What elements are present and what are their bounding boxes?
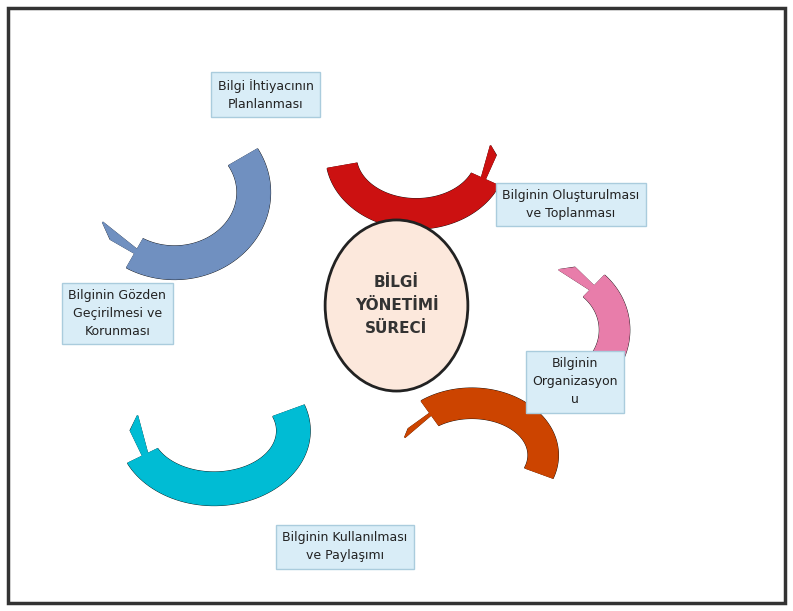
Text: Bilginin Kullanılması
ve Paylaşımı: Bilginin Kullanılması ve Paylaşımı	[282, 532, 408, 562]
Polygon shape	[559, 268, 613, 304]
Polygon shape	[102, 222, 159, 268]
Text: Bilginin
Organizasyon
u: Bilginin Organizasyon u	[532, 357, 618, 406]
Polygon shape	[328, 163, 499, 229]
Ellipse shape	[325, 220, 468, 391]
Polygon shape	[102, 222, 159, 268]
Polygon shape	[127, 149, 270, 279]
Polygon shape	[130, 415, 155, 481]
Polygon shape	[127, 149, 270, 279]
Text: Bilginin Gözden
Geçirilmesi ve
Korunması: Bilginin Gözden Geçirilmesi ve Korunması	[68, 289, 167, 338]
Polygon shape	[404, 397, 452, 437]
Text: BİLGİ
YÖNETİMİ
SÜRECİ: BİLGİ YÖNETİMİ SÜRECİ	[354, 274, 439, 337]
Polygon shape	[128, 405, 310, 505]
Polygon shape	[328, 163, 499, 229]
Text: Bilginin Oluşturulması
ve Toplanması: Bilginin Oluşturulması ve Toplanması	[502, 189, 640, 220]
Polygon shape	[533, 276, 630, 406]
Polygon shape	[474, 146, 496, 203]
Polygon shape	[559, 268, 614, 305]
Polygon shape	[533, 276, 630, 406]
Polygon shape	[421, 388, 558, 478]
Polygon shape	[421, 389, 558, 478]
Polygon shape	[474, 146, 496, 204]
Polygon shape	[128, 405, 310, 505]
Text: Bilgi İhtiyacının
Planlanması: Bilgi İhtiyacının Planlanması	[218, 79, 313, 111]
Polygon shape	[404, 398, 451, 437]
Polygon shape	[131, 415, 155, 481]
